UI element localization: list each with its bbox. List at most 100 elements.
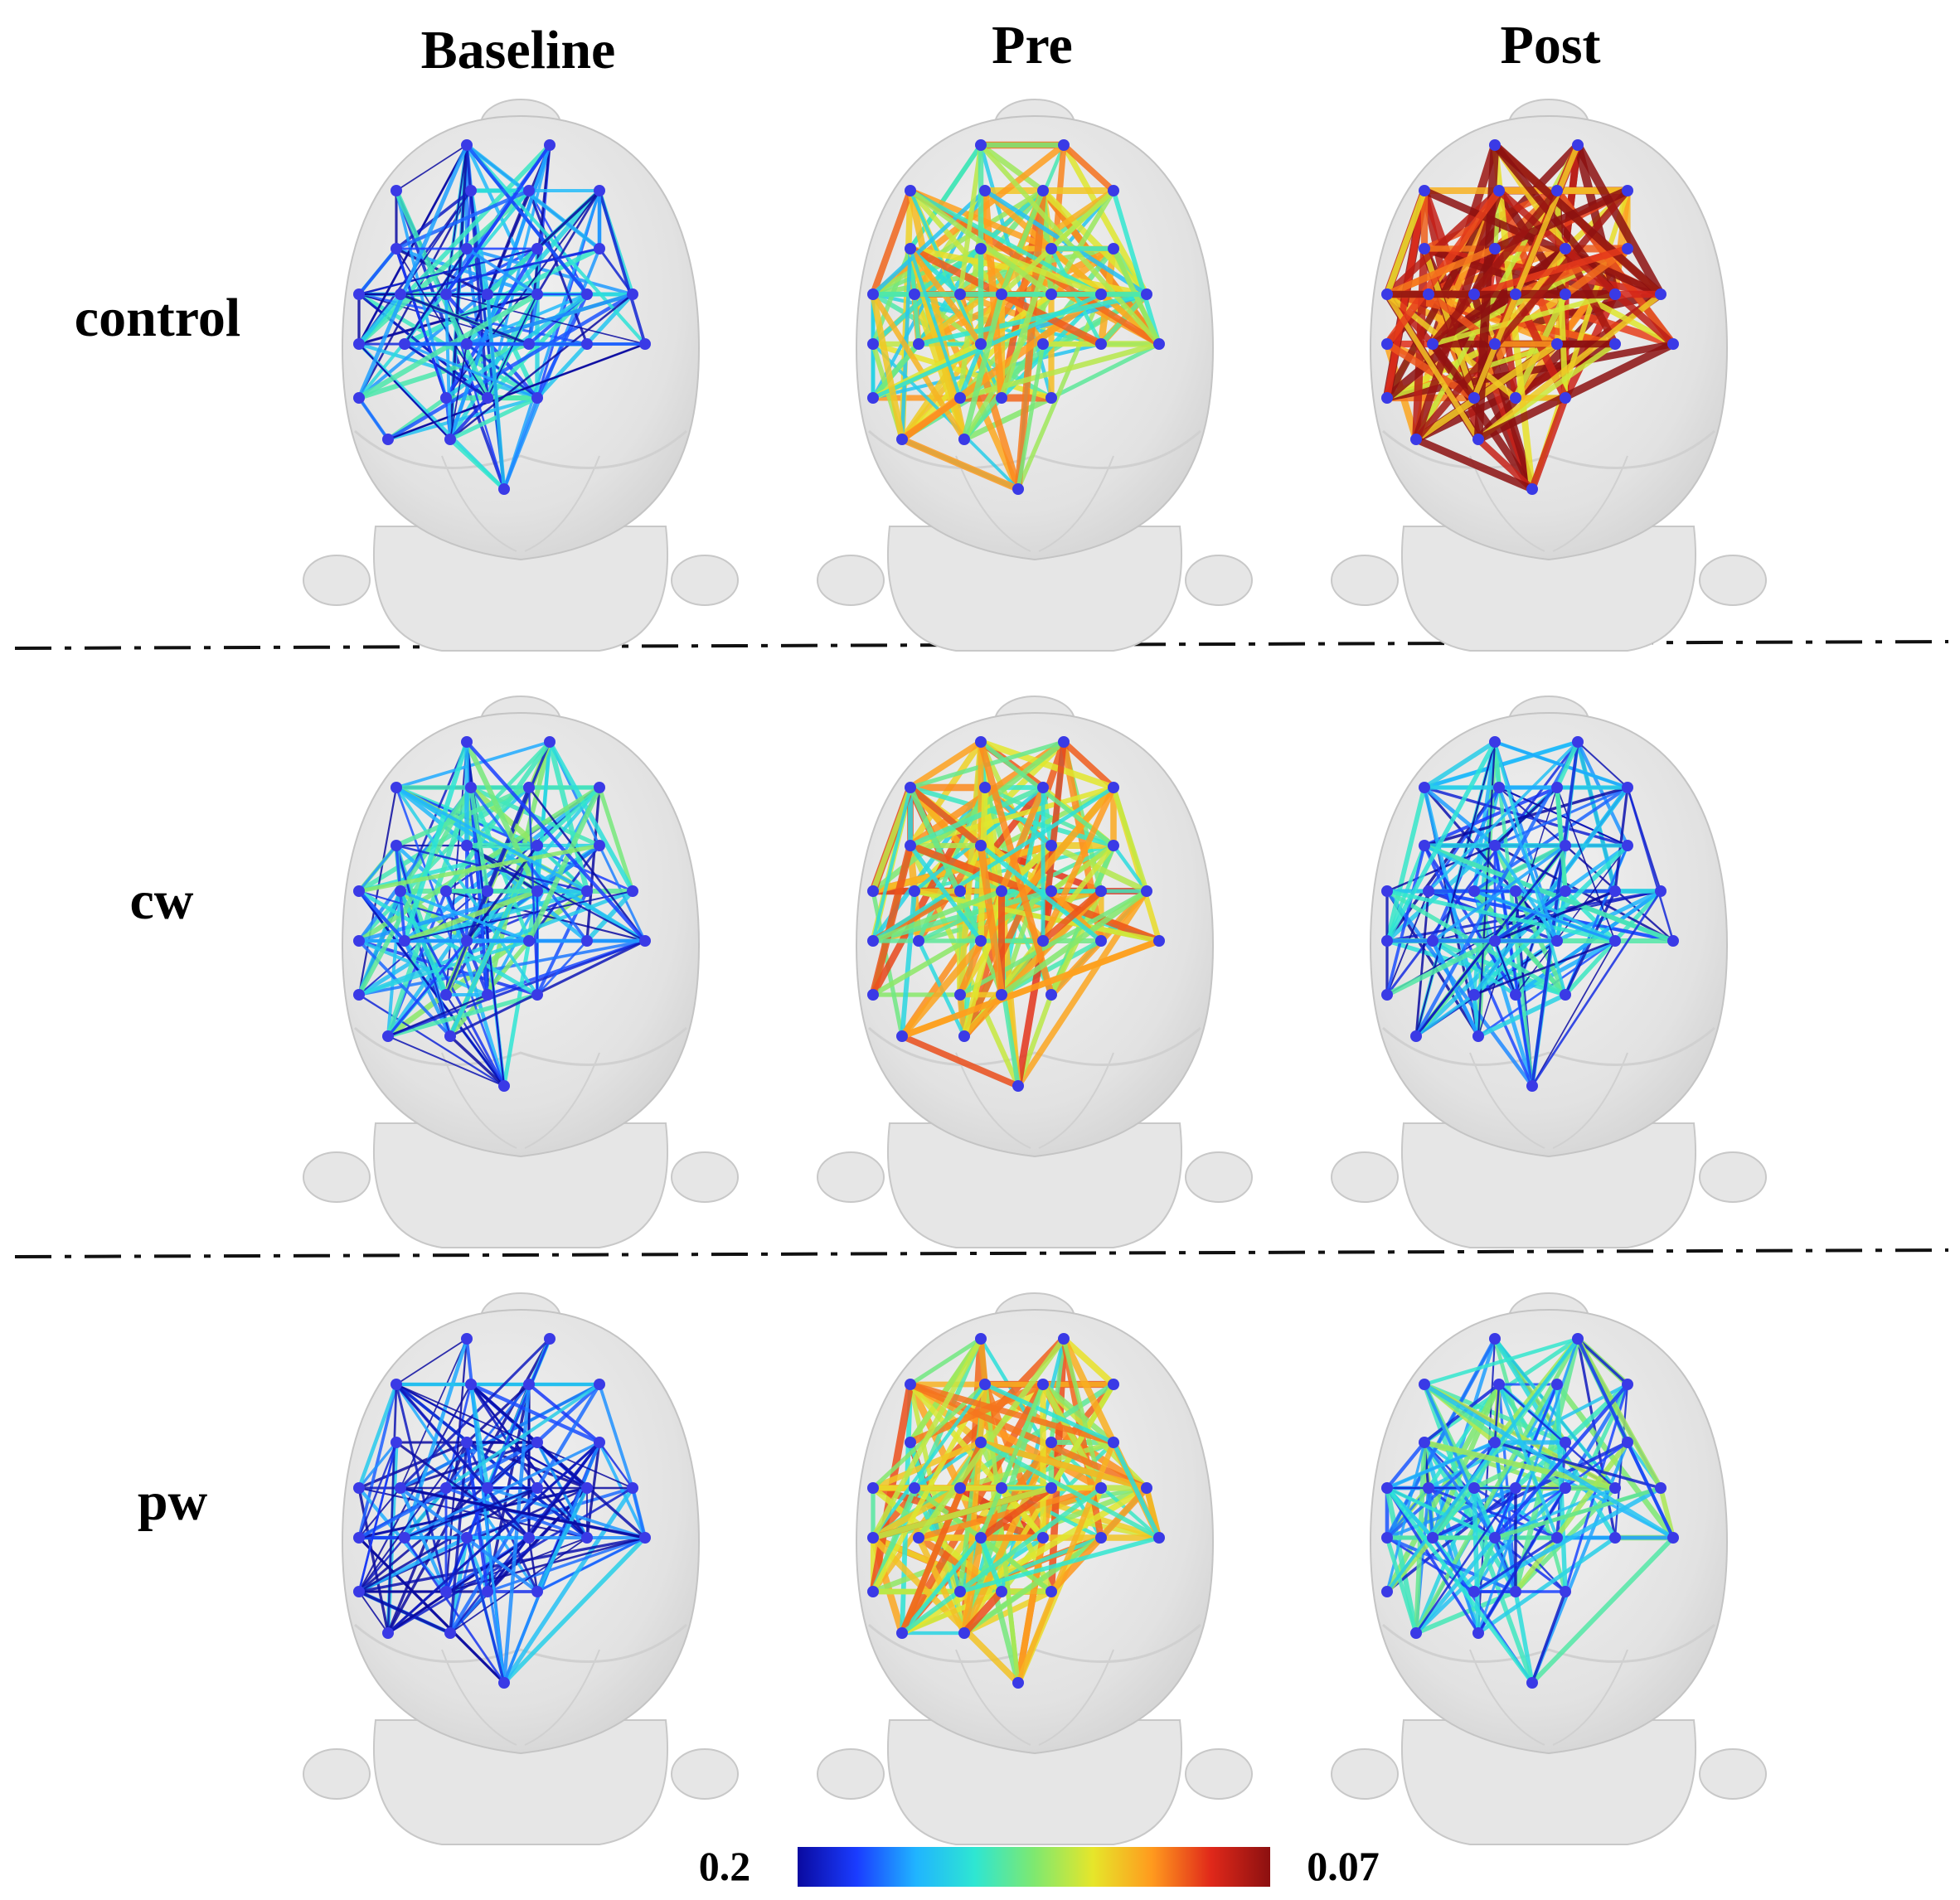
edge (1111, 843, 1149, 894)
region-node (1609, 1482, 1621, 1494)
edge (357, 844, 398, 893)
region-node (1045, 1586, 1057, 1597)
region-node (581, 885, 593, 897)
edge (395, 1338, 468, 1385)
region-node (594, 1379, 605, 1390)
region-node (1489, 338, 1501, 350)
region-node (353, 288, 365, 300)
region-node (1560, 1586, 1571, 1597)
region-node (1526, 1677, 1538, 1689)
region-node (1468, 1482, 1480, 1494)
network-panel-cw-post (1331, 696, 1767, 1248)
edge (1495, 187, 1677, 348)
edge (1555, 785, 1568, 894)
edge (1040, 1381, 1117, 1446)
region-node (996, 1482, 1007, 1494)
region-node (382, 1627, 394, 1639)
region-node (1560, 989, 1571, 1001)
region-node (954, 989, 966, 1001)
region-node (594, 243, 605, 254)
region-node (461, 1437, 473, 1448)
edge (449, 396, 489, 441)
network-panel-control-baseline (303, 99, 739, 652)
region-node (1526, 483, 1538, 495)
edge (982, 187, 1162, 347)
region-node (1423, 1482, 1434, 1494)
region-node (1012, 1080, 1024, 1092)
edge (900, 1535, 983, 1636)
region-node (1037, 935, 1049, 947)
edge (1423, 844, 1534, 1088)
edge (357, 396, 390, 441)
region-node (905, 185, 916, 196)
edge (1060, 142, 1150, 298)
edge (1048, 842, 1150, 894)
edge (1412, 435, 1536, 493)
edge (1385, 1440, 1497, 1490)
edge (464, 143, 602, 251)
edge (1385, 889, 1535, 1088)
edge (908, 843, 983, 943)
edge (1111, 188, 1162, 347)
region-node (975, 338, 987, 350)
edge (357, 939, 452, 1038)
region-node (1012, 1677, 1024, 1689)
region-node (581, 338, 593, 350)
edge (386, 1536, 531, 1635)
region-node (1489, 840, 1501, 851)
edge (386, 1441, 601, 1635)
edge (444, 739, 552, 894)
edge (1060, 1335, 1117, 1388)
region-node (979, 185, 991, 196)
edge (1427, 1486, 1559, 1539)
region-node (1045, 1437, 1057, 1448)
edge (1429, 291, 1618, 347)
edge (1577, 741, 1628, 788)
region-node (1410, 1627, 1422, 1639)
region-node (867, 392, 879, 404)
edge (1528, 394, 1569, 493)
region-node (391, 243, 402, 254)
region-node (1489, 1333, 1501, 1345)
edge (1414, 740, 1497, 1038)
edge (1420, 187, 1665, 298)
region-node (867, 1532, 879, 1544)
region-node (531, 989, 543, 1001)
edge (502, 938, 531, 1088)
region-node (1560, 885, 1571, 897)
region-node (1045, 989, 1057, 1001)
edge (1383, 245, 1499, 298)
edge (357, 1535, 469, 1594)
edge (1414, 739, 1580, 1039)
edge (908, 1336, 983, 1387)
region-node (531, 243, 543, 254)
edge (469, 1383, 647, 1539)
edge (469, 1383, 506, 1684)
region-node (1381, 885, 1393, 897)
edge (906, 1380, 964, 1492)
edge (899, 938, 1162, 1040)
row-separator-2 (14, 1248, 1949, 1258)
region-node (1427, 935, 1438, 947)
edge (998, 888, 1150, 998)
edge (1497, 786, 1559, 943)
region-node (1551, 185, 1563, 196)
region-node (1468, 288, 1480, 300)
region-node (1108, 243, 1119, 254)
edge (357, 1536, 506, 1684)
region-node (353, 1482, 365, 1494)
edge (870, 784, 914, 894)
connectivity-edges (869, 141, 1163, 493)
region-node (444, 1627, 456, 1639)
region-node (896, 1030, 908, 1042)
edge (395, 1383, 531, 1539)
edge (445, 144, 468, 295)
region-node (975, 840, 987, 851)
region-node (440, 989, 452, 1001)
region-node (954, 1586, 966, 1597)
edge (395, 740, 551, 789)
edge (957, 784, 1046, 894)
edge (386, 1337, 551, 1635)
edge (1472, 1486, 1497, 1540)
region-node (544, 1333, 555, 1345)
